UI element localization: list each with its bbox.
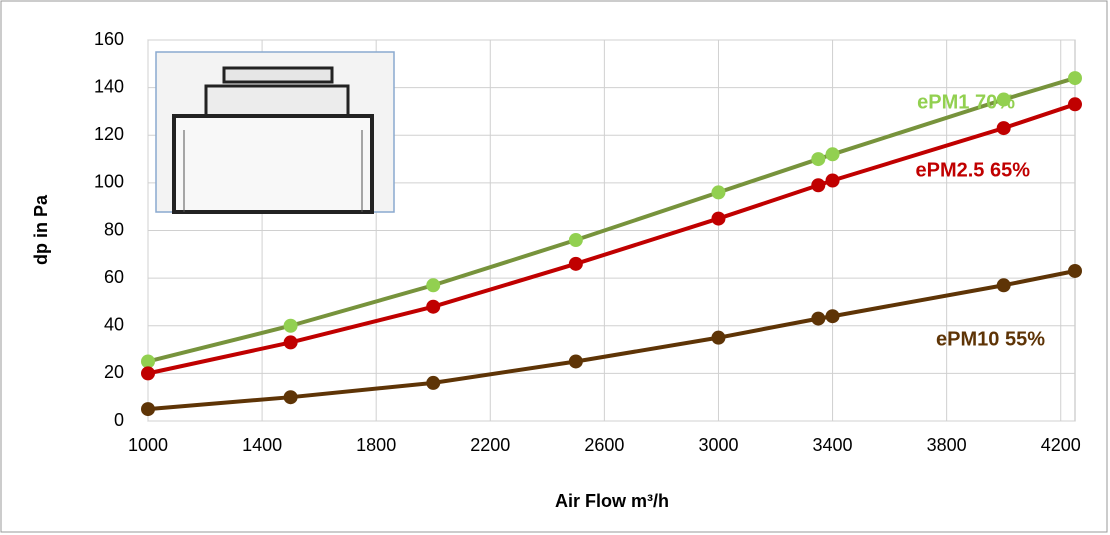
- data-point: [996, 121, 1011, 136]
- x-tick-label: 3800: [927, 435, 967, 455]
- x-axis-label: Air Flow m³/h: [555, 491, 669, 511]
- x-tick-label: 4200: [1041, 435, 1081, 455]
- data-point: [811, 178, 826, 193]
- data-point: [1068, 97, 1082, 112]
- series-label: ePM10 55%: [936, 328, 1045, 350]
- data-point: [1068, 71, 1082, 86]
- y-tick-label: 40: [104, 315, 124, 335]
- data-point: [283, 318, 298, 333]
- data-point: [711, 211, 726, 226]
- data-point: [711, 185, 726, 200]
- marks: [141, 71, 1082, 417]
- data-point: [283, 335, 298, 350]
- data-point: [568, 354, 583, 369]
- data-point: [825, 309, 840, 324]
- x-tick-label: 1000: [128, 435, 168, 455]
- data-point: [568, 233, 583, 248]
- series-label: ePM2.5 65%: [915, 159, 1030, 181]
- y-tick-label: 20: [104, 362, 124, 382]
- data-point: [711, 330, 726, 345]
- y-tick-label: 60: [104, 267, 124, 287]
- data-point: [141, 366, 155, 381]
- x-tick-label: 2600: [584, 435, 624, 455]
- data-point: [1068, 263, 1082, 278]
- y-tick-label: 100: [94, 172, 124, 192]
- x-tick-label: 1400: [242, 435, 282, 455]
- data-point: [426, 375, 441, 390]
- y-tick-label: 80: [104, 219, 124, 239]
- data-point: [283, 390, 298, 405]
- x-tick-label: 3400: [813, 435, 853, 455]
- y-tick-label: 0: [114, 410, 124, 430]
- y-tick-label: 140: [94, 76, 124, 96]
- data-point: [811, 311, 826, 326]
- y-tick-label: 120: [94, 124, 124, 144]
- x-tick-label: 3000: [698, 435, 738, 455]
- data-point: [996, 92, 1011, 107]
- data-point: [141, 402, 155, 417]
- data-point: [568, 256, 583, 271]
- y-tick-label: 160: [94, 29, 124, 49]
- x-tick-label: 2200: [470, 435, 510, 455]
- inset-photo: [155, 51, 395, 214]
- data-point: [426, 299, 441, 314]
- series-label: ePM1 70%: [917, 91, 1015, 113]
- y-axis-label: dp in Pa: [31, 194, 51, 265]
- data-point: [996, 278, 1011, 293]
- data-point: [426, 278, 441, 293]
- data-point: [825, 147, 840, 162]
- x-tick-label: 1800: [356, 435, 396, 455]
- data-point: [141, 354, 155, 369]
- data-point: [825, 173, 840, 188]
- data-point: [811, 152, 826, 167]
